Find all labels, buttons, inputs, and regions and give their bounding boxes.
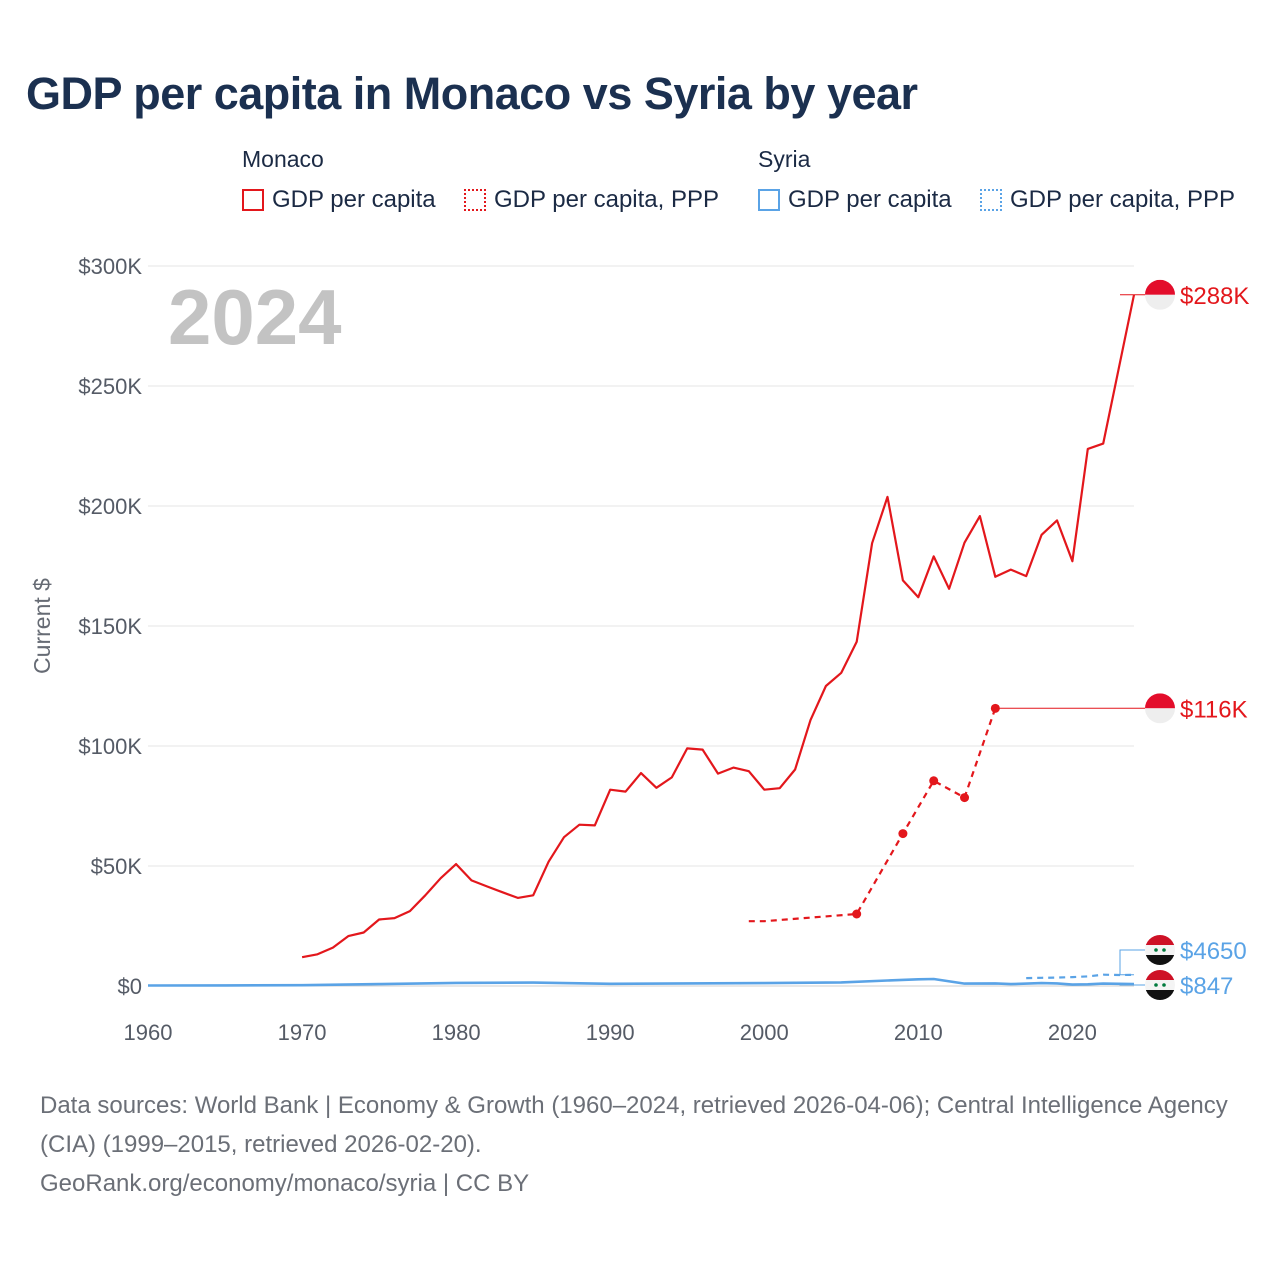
legend-item-syria-gdp[interactable]: GDP per capita [758,186,952,214]
y-tick-label: $50K [91,854,143,879]
series-line-3 [1026,973,1135,980]
legend-label: GDP per capita [788,186,952,213]
y-tick-label: $200K [78,494,142,519]
year-watermark: 2024 [168,273,342,361]
y-axis-ticks: $0 $50K $100K $150K $200K $250K $300K [78,254,142,999]
x-tick-label: 1970 [278,1020,327,1045]
legend-swatch-dotted-icon [980,189,1002,211]
end-connector [1119,983,1145,986]
x-tick-label: 1960 [124,1020,173,1045]
syria-flag-icon [1145,935,1175,965]
credit-link[interactable]: GeoRank.org/economy/monaco/syria | CC BY [40,1170,530,1197]
x-tick-label: 2000 [740,1020,789,1045]
y-tick-label: $250K [78,374,142,399]
legend-swatch-dotted-icon [464,189,486,211]
end-connector [1119,949,1145,976]
monaco-flag-icon [1145,693,1175,724]
series-lines [147,294,1136,987]
end-value-label: $116K [1180,696,1248,723]
series-line-1 [748,707,997,923]
monaco-flag-icon [1145,279,1175,310]
end-value-label: $288K [1180,283,1249,310]
legend-group-syria: Syria [758,146,811,172]
series-line-0 [301,294,1136,959]
y-tick-label: $100K [78,734,142,759]
line-chart: $0 $50K $100K $150K $200K $250K $300K 1960 1970… [29,254,1249,1045]
data-sources: Data sources: World Bank | Economy & Gro… [40,1092,1228,1158]
legend-item-monaco-gdp-ppp[interactable]: GDP per capita, PPP [464,186,719,214]
x-axis-ticks: 1960 1970 1980 1990 2000 2010 2020 [124,1020,1097,1045]
end-value-label: $847 [1180,973,1233,1000]
x-tick-label: 2020 [1048,1020,1097,1045]
legend-swatch-solid-icon [758,189,780,211]
gridlines [148,265,1134,987]
legend-label: GDP per capita [272,186,436,213]
data-point [852,909,862,919]
data-point [960,793,970,803]
legend-group-monaco: Monaco [242,146,324,172]
data-point [898,829,908,839]
chart-title: GDP per capita in Monaco vs Syria by yea… [26,68,918,119]
series-line-2 [147,977,1135,987]
x-tick-label: 2010 [894,1020,943,1045]
legend-item-monaco-gdp[interactable]: GDP per capita [242,186,436,214]
end-value-label: $4650 [1180,938,1247,965]
legend-swatch-solid-icon [242,189,264,211]
y-tick-label: $0 [118,974,142,999]
legend-label: GDP per capita, PPP [1010,186,1235,213]
y-tick-label: $300K [78,254,142,279]
legend-item-syria-gdp-ppp[interactable]: GDP per capita, PPP [980,186,1235,214]
x-tick-label: 1980 [432,1020,481,1045]
syria-flag-icon [1145,970,1175,1000]
x-tick-label: 1990 [586,1020,635,1045]
y-tick-label: $150K [78,614,142,639]
footer: Data sources: World Bank | Economy & Gro… [40,1086,1240,1203]
end-labels: $288K $116K $847 $4650 [995,279,1249,1000]
data-point [929,776,939,786]
y-axis-label: Current $ [29,578,55,674]
legend-label: GDP per capita, PPP [494,186,719,213]
